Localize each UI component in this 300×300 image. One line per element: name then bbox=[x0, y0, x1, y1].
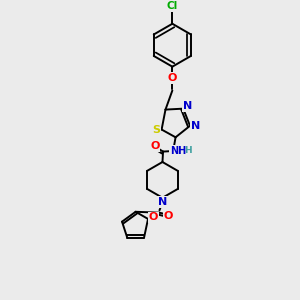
Text: O: O bbox=[150, 141, 159, 151]
Text: NH: NH bbox=[170, 146, 186, 156]
Text: O: O bbox=[164, 211, 173, 221]
Text: Cl: Cl bbox=[167, 1, 178, 11]
Text: O: O bbox=[149, 212, 158, 222]
Text: O: O bbox=[168, 73, 177, 83]
Text: N: N bbox=[183, 101, 193, 111]
Text: S: S bbox=[152, 124, 160, 134]
Text: H: H bbox=[184, 146, 192, 155]
Text: N: N bbox=[191, 121, 200, 131]
Text: N: N bbox=[158, 197, 167, 207]
